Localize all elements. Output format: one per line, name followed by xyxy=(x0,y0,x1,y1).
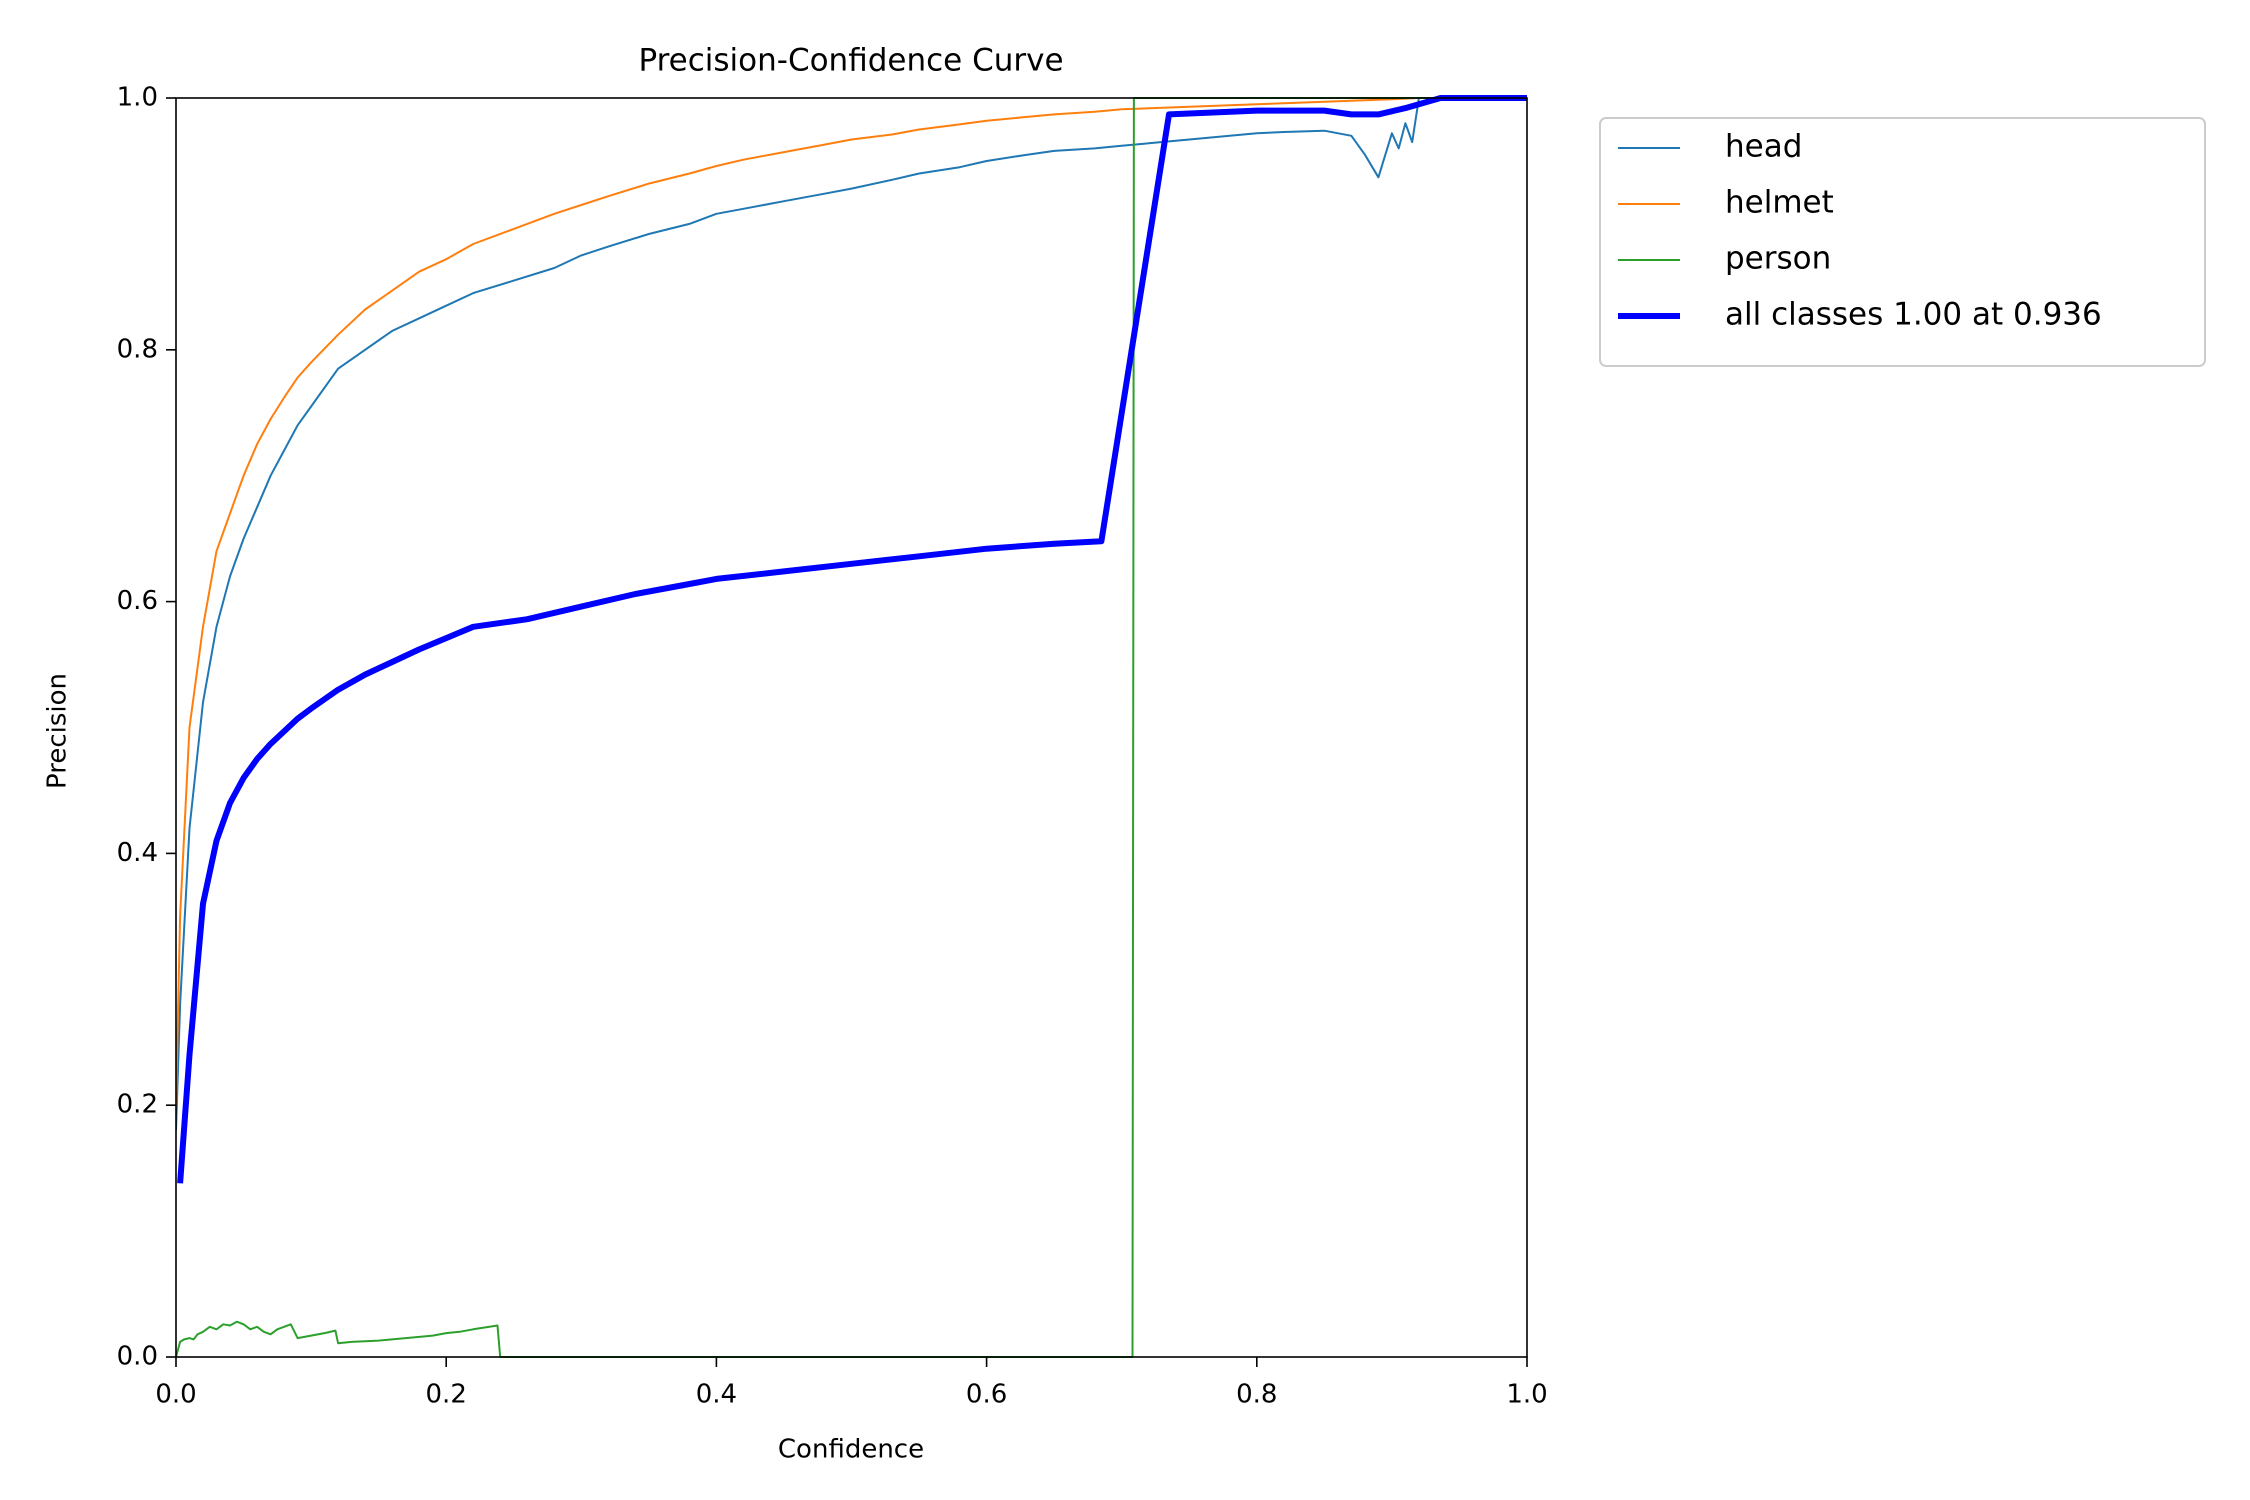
axes-frame xyxy=(175,97,1528,1358)
y-tick-label: 0.4 xyxy=(117,838,158,868)
x-tick-label: 0.0 xyxy=(155,1380,196,1410)
y-tick-label: 0.0 xyxy=(117,1342,158,1372)
y-tick-label: 1.0 xyxy=(117,83,158,113)
plot-area: 0.0 0.2 0.4 0.6 0.8 1.0 0.0 0.2 0.4 0.6 0.8 1.0 xyxy=(117,83,1548,1410)
legend-label: all classes 1.00 at 0.936 xyxy=(1725,297,2102,333)
series-group xyxy=(176,95,1527,1358)
legend-label: helmet xyxy=(1725,185,1834,221)
series-line-1 xyxy=(176,97,1527,1106)
series-line-3 xyxy=(177,95,1527,1184)
legend-label: head xyxy=(1725,129,1802,165)
x-tick-label: 1.0 xyxy=(1506,1380,1547,1410)
y-tick-label: 0.2 xyxy=(117,1090,158,1120)
legend: head helmet person all classes 1.00 at 0.93… xyxy=(1599,117,2206,367)
series-line-0 xyxy=(176,97,1527,1131)
series-line-2 xyxy=(176,97,1527,1358)
y-tick-label: 0.6 xyxy=(117,586,158,616)
x-axis-label: Confidence xyxy=(778,1435,924,1465)
x-tick-label: 0.6 xyxy=(966,1380,1007,1410)
chart-title: Precision-Confidence Curve xyxy=(638,43,1063,79)
x-tick-label: 0.4 xyxy=(696,1380,737,1410)
y-tick-label: 0.8 xyxy=(117,334,158,364)
x-tick-label: 0.8 xyxy=(1236,1380,1277,1410)
x-tick-label: 0.2 xyxy=(426,1380,467,1410)
legend-label: person xyxy=(1725,241,1831,277)
y-axis-label: Precision xyxy=(43,673,73,789)
legend-box xyxy=(1599,117,2206,367)
